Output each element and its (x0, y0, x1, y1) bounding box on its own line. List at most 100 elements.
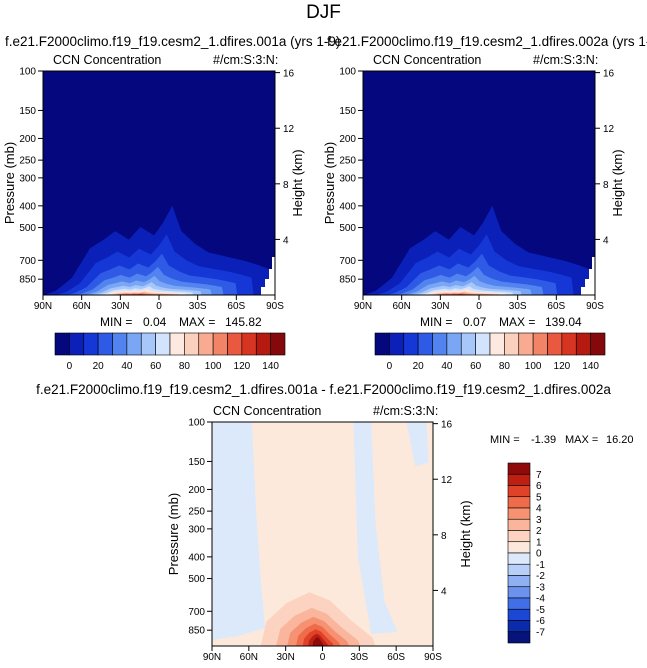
panel-3-ytick-label: 250 (188, 507, 205, 518)
panel-1-colorbar-label: 0 (67, 361, 73, 372)
panel-2-rtick-label: 16 (603, 69, 615, 80)
panel-3-colorbar-box (507, 462, 531, 475)
panel-2-rtick-label: 8 (603, 180, 609, 191)
panel-1-ytick-label: 200 (19, 134, 36, 145)
panel-3-colorbar-label: -5 (536, 605, 545, 616)
panel-2-ytick-label: 250 (339, 156, 356, 167)
panel-2-max-value: 139.04 (545, 315, 582, 329)
panel-1-ylabel-right: Height (km) (290, 149, 305, 216)
panel-2-xtick-label: 90N (354, 301, 372, 312)
panel-2-colorbar-box (590, 332, 606, 356)
panel-3-ytick-label: 300 (188, 524, 205, 535)
panel-2-ytick-label: 100 (339, 67, 356, 78)
panel-3-colorbar-label: -4 (536, 594, 545, 605)
panel-2-xtick-label: 30N (431, 301, 449, 312)
panel-2-ylabel-right: Height (km) (610, 149, 625, 216)
panel-2-ytick-label: 500 (339, 223, 356, 234)
panel-3-xtick-label: 60S (387, 652, 405, 663)
panel-1-max-label: MAX = (179, 315, 216, 329)
panel-1-colorbar-label: 80 (179, 361, 191, 372)
panel-1-xtick-label: 90S (266, 301, 284, 312)
panel-3-colorbar-label: 7 (536, 470, 542, 481)
panel-2-colorbar-label: 40 (441, 361, 453, 372)
panel-3-xtick-label: 30N (276, 652, 294, 663)
panel-1-xtick-label: 60S (227, 301, 245, 312)
panel-1-colorbar-label: 100 (205, 361, 222, 372)
panel-1-ytick-label: 500 (19, 223, 36, 234)
panel-3-min-value: -1.39 (531, 434, 557, 446)
panel-3-colorbar-box (507, 507, 531, 520)
panel-3-ylabel-right: Height (km) (458, 500, 473, 567)
panel-1-xtick-label: 60N (72, 301, 90, 312)
panel-3-colorbar-box (507, 530, 531, 543)
panel-1-rtick-label: 16 (283, 69, 295, 80)
panel-1-max-value: 145.82 (225, 315, 262, 329)
panel-2-colorbar-label: 100 (525, 361, 542, 372)
panel-2-min-label: MIN = (420, 315, 453, 329)
panel-3-colorbar-label: -2 (536, 571, 545, 582)
panel-3-negative-band (212, 422, 266, 640)
panel-3-ytick-label: 700 (188, 607, 205, 618)
panel-3-colorbar-box (507, 620, 531, 633)
panel-3-colorbar-box (507, 575, 531, 588)
panel-2-field (363, 71, 595, 295)
panel-2-ytick-label: 700 (339, 256, 356, 267)
panel-1-variable-label: CCN Concentration (53, 53, 162, 67)
panel-1-min-label: MIN = (100, 315, 133, 329)
panel-3-colorbar-box (507, 563, 531, 576)
panel-3-colorbar-box (507, 631, 531, 644)
panel-3-rtick-label: 12 (441, 475, 453, 486)
panel-1-xtick-label: 0 (156, 301, 162, 312)
panel-1-ytick-label: 850 (19, 275, 36, 286)
panel-3-colorbar-label: -3 (536, 582, 545, 593)
panel-3-colorbar-label: 3 (536, 515, 542, 526)
panel-3-colorbar-label: -1 (536, 560, 545, 571)
panel-1-ytick-label: 250 (19, 156, 36, 167)
panel-2-rtick-label: 4 (603, 235, 609, 246)
panel-1-xtick-label: 30S (189, 301, 207, 312)
panel-1-ytick-label: 150 (19, 106, 36, 117)
panel-1-colorbar-label: 20 (93, 361, 105, 372)
panel-3-ytick-label: 200 (188, 485, 205, 496)
panel-1-colorbar-box (270, 332, 286, 356)
panel-3-ytick-label: 400 (188, 552, 205, 563)
panel-1-ytick-label: 700 (19, 256, 36, 267)
panel-1-xtick-label: 90N (34, 301, 52, 312)
panel-1-ytick-label: 400 (19, 201, 36, 212)
panel-3-xtick-label: 90N (203, 652, 221, 663)
panel-3-colorbar-box (507, 608, 531, 621)
panel-3-xtick-label: 90S (424, 652, 442, 663)
panel-3-rtick-label: 8 (441, 531, 447, 542)
panel-1-colorbar-label: 40 (121, 361, 133, 372)
panel-3-colorbar-box (507, 552, 531, 565)
panel-2-xtick-label: 60N (392, 301, 410, 312)
panel-3-ytick-label: 850 (188, 626, 205, 637)
panel-2-xtick-label: 60S (547, 301, 565, 312)
panel-3-colorbar-label: -6 (536, 616, 545, 627)
panel-3-ylabel: Pressure (mb) (166, 493, 181, 575)
panel-3-colorbar-label: 4 (536, 504, 542, 515)
panel-2-title: f.e21.F2000climo.f19_f19.cesm2_1.dfires.… (327, 34, 647, 49)
panel-3-colorbar-label: 1 (536, 537, 542, 548)
panel-1-ylabel: Pressure (mb) (2, 142, 17, 224)
panel-1-colorbar-label: 60 (150, 361, 162, 372)
panel-2-ytick-label: 150 (339, 106, 356, 117)
panel-2-colorbar-label: 60 (470, 361, 482, 372)
panel-2-ytick-label: 200 (339, 134, 356, 145)
panel-3-field (212, 422, 433, 646)
panel-3-ytick-label: 150 (188, 457, 205, 468)
panel-2-surface-mask (581, 257, 595, 295)
panel-3-negative-band (406, 422, 429, 467)
panel-2-xtick-label: 0 (476, 301, 482, 312)
panel-2-colorbar-label: 140 (582, 361, 599, 372)
panel-3-xtick-label: 0 (320, 652, 326, 663)
panel-2-colorbar-label: 80 (499, 361, 511, 372)
panel-1-xtick-label: 30N (111, 301, 129, 312)
panel-3-colorbar-label: 6 (536, 481, 542, 492)
panel-3-units-label: #/cm:S:3:N: (373, 404, 439, 418)
panel-2-rtick-label: 12 (603, 124, 615, 135)
panel-2-colorbar-label: 0 (387, 361, 393, 372)
